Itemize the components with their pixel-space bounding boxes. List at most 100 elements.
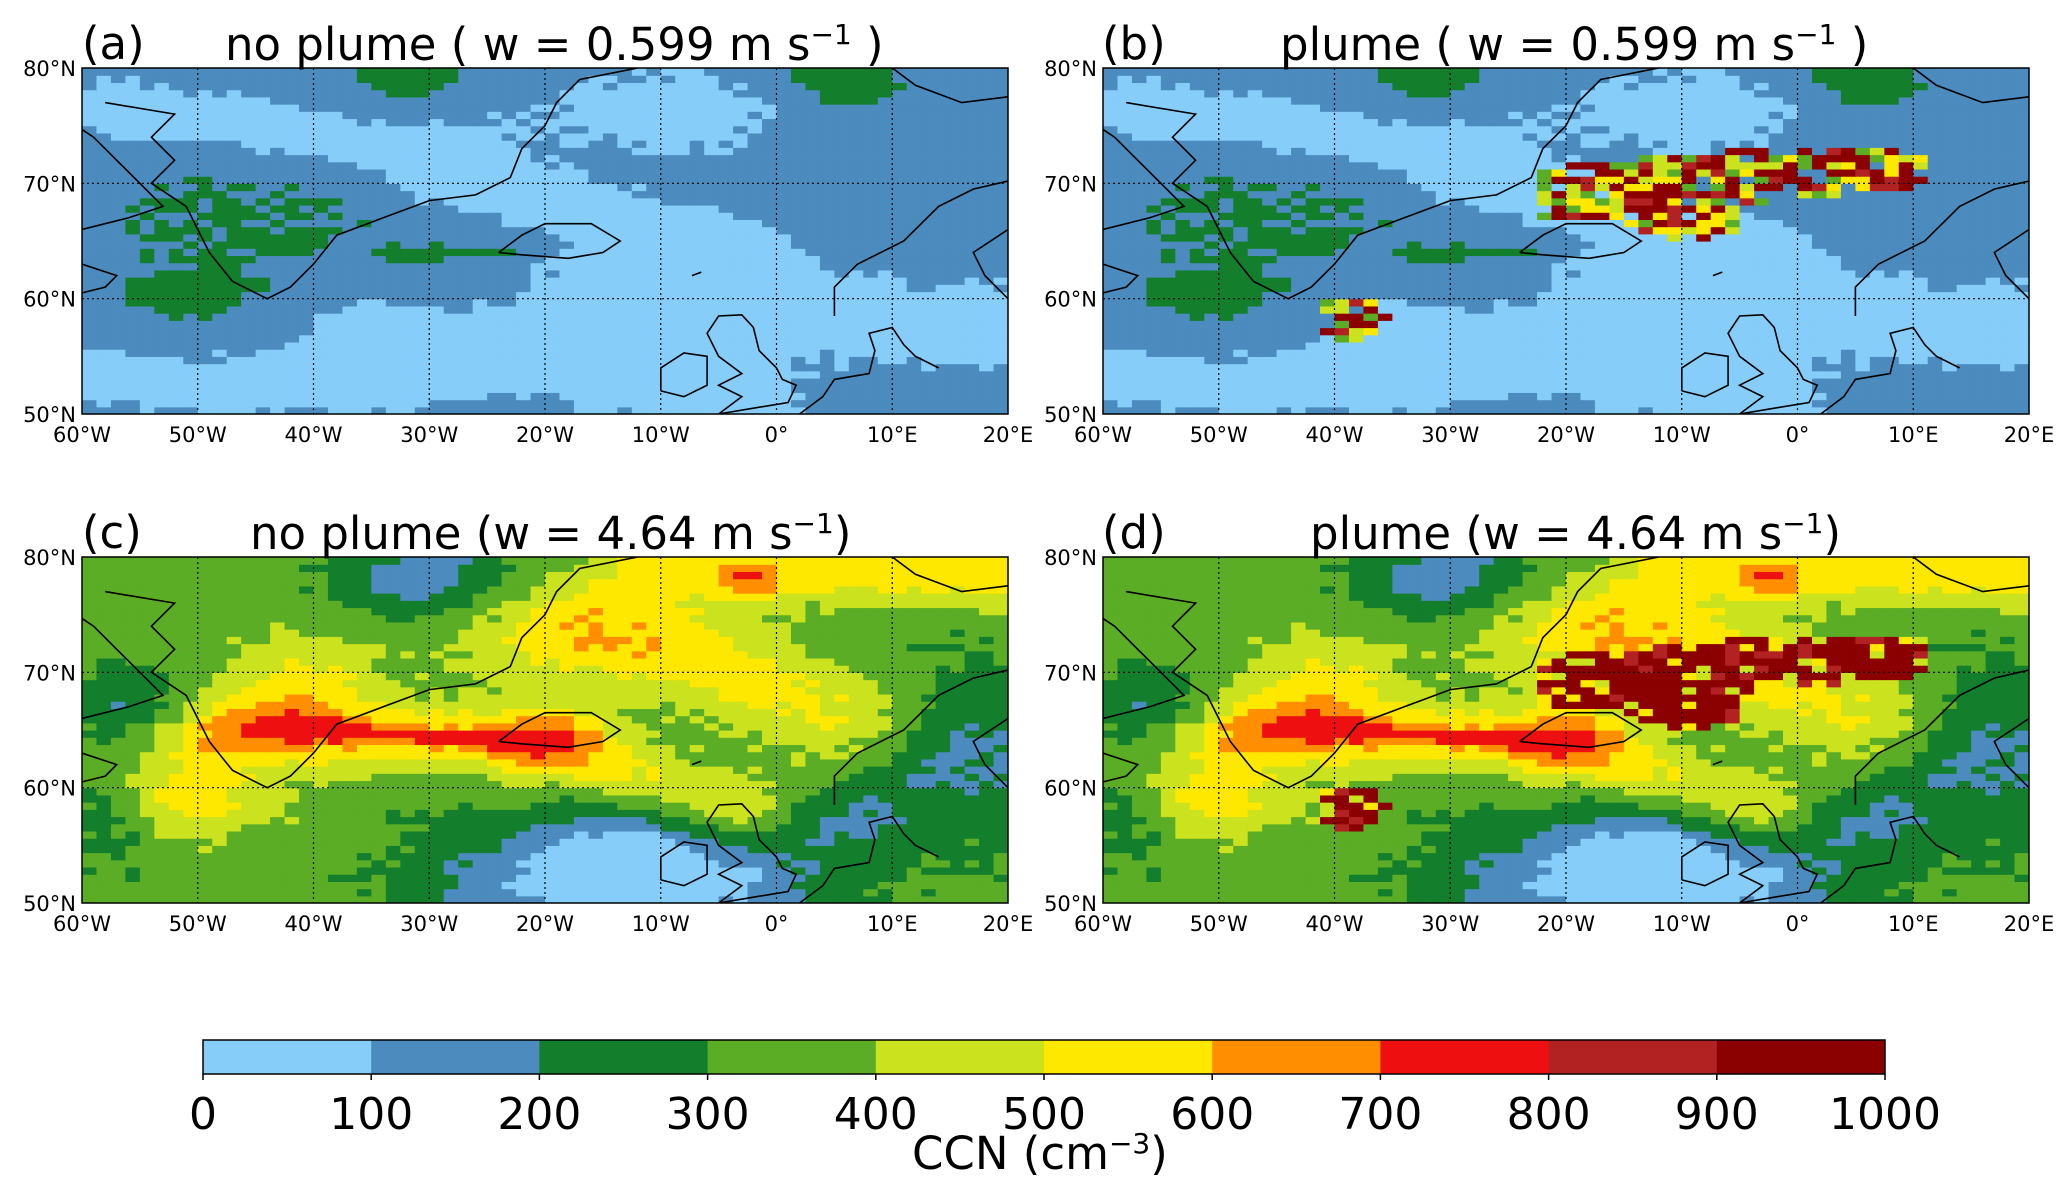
grid-cell	[1406, 226, 1422, 235]
grid-cell	[1739, 226, 1755, 235]
grid-cell	[1493, 255, 1509, 264]
grid-cell	[1276, 356, 1292, 365]
grid-cell	[284, 392, 300, 401]
panel-b: 60°W 50°W 40°W 30°W 20°W 10°W 0° 10°E 20°E50°N60…	[1044, 57, 2054, 447]
grid-cell	[472, 284, 488, 293]
grid-cell	[212, 168, 228, 177]
grid-cell	[704, 197, 720, 206]
grid-cell	[848, 132, 864, 141]
grid-cell	[762, 320, 778, 329]
grid-cell	[675, 140, 691, 148]
grid-cell	[414, 298, 430, 307]
grid-cell	[892, 341, 908, 350]
grid-cell	[168, 385, 184, 393]
grid-cell	[313, 219, 329, 228]
grid-cell	[154, 219, 170, 228]
grid-cell	[1262, 341, 1278, 350]
grid-cell	[545, 269, 561, 278]
grid-cell	[1406, 349, 1422, 357]
grid-cell	[342, 320, 358, 329]
grid-cell	[848, 219, 864, 228]
grid-cell	[675, 269, 691, 278]
grid-cell	[1681, 305, 1697, 314]
grid-cell	[921, 356, 937, 365]
grid-cell	[747, 154, 763, 163]
grid-cell	[1840, 262, 1856, 271]
grid-cell	[776, 154, 792, 163]
grid-cell	[356, 298, 372, 307]
grid-cell	[530, 291, 546, 300]
grid-cell	[1537, 399, 1553, 408]
grid-cell	[1305, 284, 1321, 293]
grid-cell	[1913, 377, 1929, 386]
grid-cell	[371, 377, 387, 386]
grid-cell	[1840, 226, 1856, 235]
grid-cell	[1334, 291, 1350, 300]
grid-cell	[125, 313, 141, 321]
grid-cell	[501, 118, 517, 127]
grid-cell	[646, 161, 662, 170]
grid-cell	[1146, 356, 1162, 365]
grid-cell	[313, 363, 329, 372]
grid-cell	[1826, 298, 1842, 307]
grid-cell	[660, 168, 676, 177]
grid-cell	[1160, 341, 1176, 350]
grid-cell	[762, 298, 778, 307]
grid-cell	[1320, 305, 1336, 314]
grid-cell	[414, 385, 430, 393]
grid-cell	[241, 363, 257, 372]
grid-cell	[1667, 356, 1683, 365]
grid-cell	[834, 226, 850, 235]
grid-cell	[255, 118, 271, 127]
grid-cell	[342, 154, 358, 163]
grid-cell	[935, 219, 951, 228]
grid-cell	[602, 341, 618, 350]
grid-cell	[327, 305, 344, 314]
grid-cell	[1913, 313, 1929, 321]
grid-cell	[1566, 305, 1582, 314]
grid-cell	[2000, 356, 2016, 365]
grid-cell	[993, 212, 1008, 220]
grid-cell	[342, 406, 358, 414]
grid-cell	[168, 377, 184, 386]
grid-cell	[1913, 291, 1929, 300]
grid-cell	[1725, 284, 1741, 293]
grid-cell	[848, 356, 864, 365]
coastline	[105, 68, 638, 300]
grid-cell	[327, 125, 344, 134]
grid-cell	[1884, 248, 1900, 257]
grid-cell	[617, 132, 633, 141]
grid-cell	[559, 176, 575, 184]
grid-cell	[241, 277, 257, 285]
grid-cell	[1160, 399, 1176, 408]
grid-cell	[819, 406, 835, 414]
grid-cell	[1276, 370, 1292, 379]
grid-cell	[154, 89, 170, 98]
grid-cell	[1450, 277, 1466, 285]
grid-cell	[1710, 204, 1726, 213]
grid-cell	[863, 190, 879, 199]
grid-cell	[1218, 399, 1234, 408]
grid-cell	[877, 305, 893, 314]
grid-cell	[1392, 212, 1408, 220]
grid-cell	[819, 313, 835, 321]
grid-cell	[1725, 277, 1741, 285]
grid-cell	[776, 161, 792, 170]
grid-cell	[96, 370, 112, 379]
grid-cell	[342, 111, 358, 120]
grid-cell	[1117, 320, 1133, 329]
grid-cell	[1985, 356, 2001, 365]
grid-cell	[1580, 370, 1596, 379]
grid-cell	[1739, 269, 1755, 278]
grid-cell	[1450, 334, 1466, 343]
grid-cell	[660, 313, 676, 321]
grid-cell	[1363, 298, 1379, 307]
grid-cell	[733, 269, 749, 278]
grid-cell	[501, 190, 517, 199]
grid-cell	[139, 111, 155, 120]
grid-cell	[342, 82, 358, 91]
grid-cell	[400, 190, 416, 199]
grid-cell	[1811, 269, 1828, 278]
grid-cell	[1363, 399, 1379, 408]
grid-cell	[443, 197, 459, 206]
